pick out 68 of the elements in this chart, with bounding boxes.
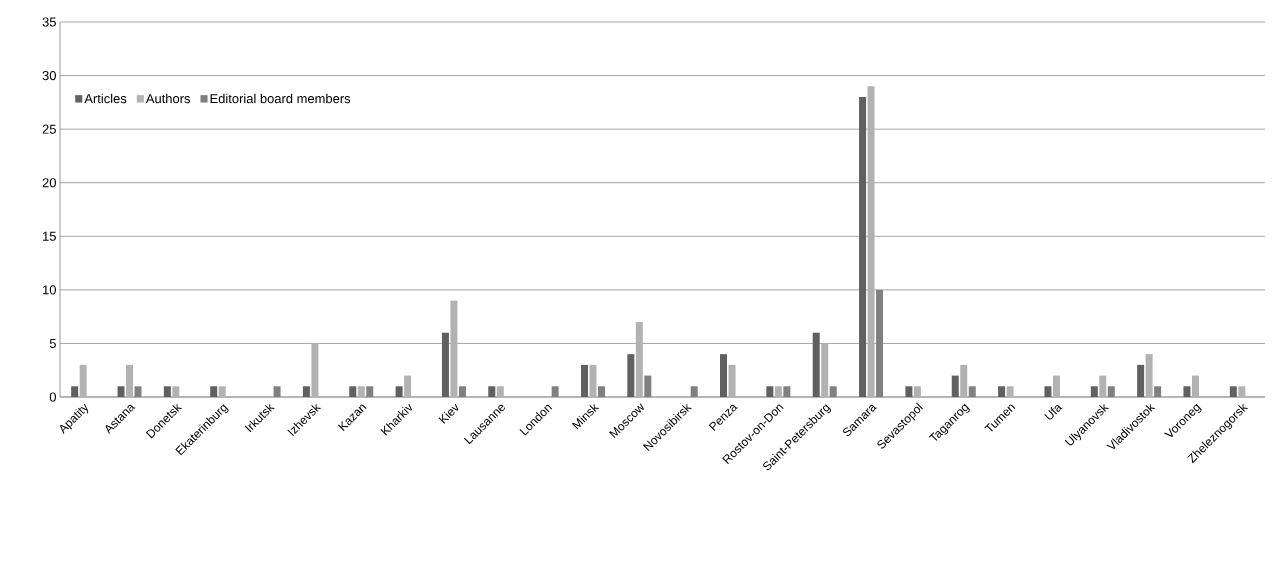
bar (395, 386, 403, 397)
bar (720, 354, 728, 397)
bar (968, 386, 976, 397)
bar (951, 375, 959, 397)
bar (728, 364, 736, 397)
bar (441, 332, 449, 397)
bar (488, 386, 496, 397)
bar (134, 386, 142, 397)
bar (366, 386, 374, 397)
bar (905, 386, 913, 397)
bar (218, 386, 226, 397)
bar (404, 375, 412, 397)
bar (1145, 354, 1153, 397)
bar (812, 332, 820, 397)
bar (163, 386, 171, 397)
bar (273, 386, 281, 397)
bar (1052, 375, 1060, 397)
bar (1090, 386, 1098, 397)
legend-label: Articles (84, 93, 127, 104)
bar (580, 364, 588, 397)
bar (998, 386, 1006, 397)
bar (1238, 386, 1246, 397)
bar (357, 386, 365, 397)
bar (1191, 375, 1199, 397)
legend-label: Authors (145, 93, 191, 104)
bar (1099, 375, 1107, 397)
bar (1183, 386, 1191, 397)
bar (551, 386, 559, 397)
x-tick-label: Kiev (438, 403, 459, 424)
bar (349, 386, 357, 397)
bar (690, 386, 698, 397)
bar (1229, 386, 1237, 397)
bar (71, 386, 79, 397)
bar (960, 364, 968, 397)
bar (1137, 364, 1145, 397)
bar (766, 386, 774, 397)
bar (1154, 386, 1162, 397)
bar (117, 386, 125, 397)
bar (79, 364, 87, 397)
bar (589, 364, 597, 397)
y-tick-label: 0 (49, 392, 56, 402)
y-tick-label: 10 (43, 285, 56, 295)
y-tick-label: 15 (43, 231, 56, 241)
bar (627, 354, 635, 397)
y-tick-label: 20 (42, 178, 56, 188)
y-tick-label: 25 (42, 124, 56, 134)
bar (876, 289, 884, 397)
bar (172, 386, 180, 397)
bar (126, 364, 134, 397)
bar (1107, 386, 1115, 397)
bar (210, 386, 218, 397)
bar (783, 386, 791, 397)
bar (859, 97, 867, 397)
bar (496, 386, 504, 397)
y-tick-label: 5 (49, 338, 56, 348)
bar (913, 386, 921, 397)
bar (302, 386, 310, 397)
bar (829, 386, 837, 397)
y-tick-label: 30 (42, 70, 56, 81)
legend-label: Editorial board members (210, 93, 351, 104)
y-tick-label: 35 (42, 17, 56, 27)
x-tick-label: Ufa (1044, 405, 1063, 420)
bar (458, 386, 466, 397)
bar (597, 386, 605, 397)
bar (774, 386, 782, 397)
bar (644, 375, 652, 397)
bar (1006, 386, 1014, 397)
bar (1044, 386, 1052, 397)
